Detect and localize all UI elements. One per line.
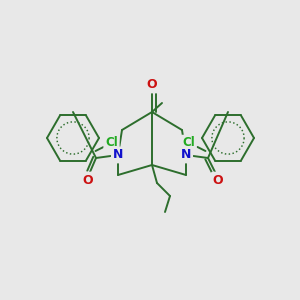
Text: O: O <box>213 173 223 187</box>
Text: O: O <box>83 173 93 187</box>
Text: Cl: Cl <box>182 136 195 149</box>
Text: O: O <box>147 79 157 92</box>
Text: N: N <box>181 148 191 161</box>
Text: Cl: Cl <box>105 136 118 149</box>
Text: N: N <box>113 148 123 161</box>
